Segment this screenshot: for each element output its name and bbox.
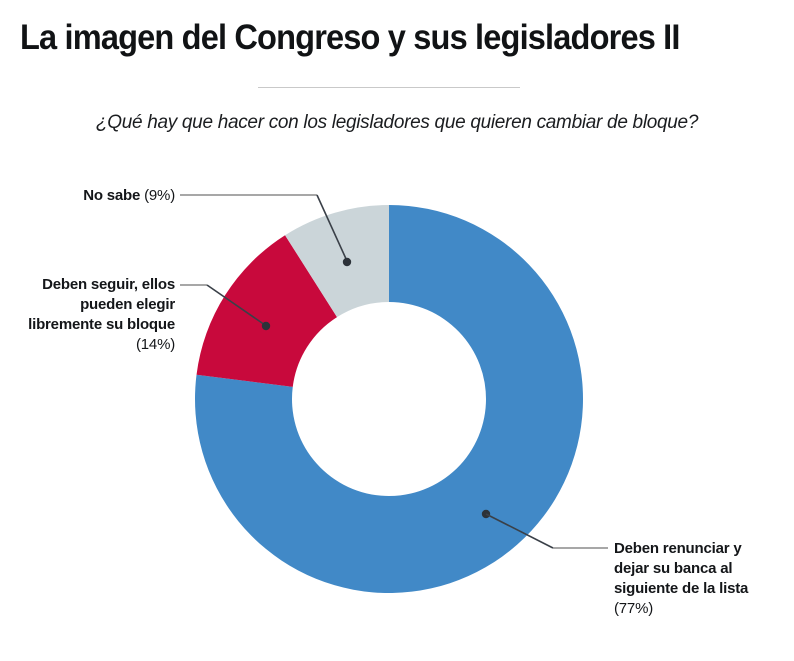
callout-renunciar-line1: Deben renunciar y <box>614 540 742 557</box>
donut-slice-seguir[interactable] <box>196 235 338 387</box>
donut-slice-renunciar[interactable] <box>195 205 584 593</box>
leader-line-seguir <box>180 284 271 331</box>
callout-label-seguir: Deben seguir, ellos pueden elegir librem… <box>0 275 175 355</box>
leader-line-nosabe <box>180 194 352 267</box>
callout-label-nosabe: No sabe (9%) <box>0 186 175 206</box>
callout-nosabe-text: No sabe <box>83 187 145 204</box>
callout-seguir-line2: pueden elegir <box>80 296 175 313</box>
callout-seguir-line3: libremente su bloque <box>28 316 175 333</box>
callout-seguir-pct: (14%) <box>135 336 175 353</box>
page-title: La imagen del Congreso y sus legisladore… <box>20 18 680 57</box>
leader-line-renunciar <box>481 509 608 549</box>
callout-renunciar-pct: (77%) <box>614 600 654 617</box>
donut-slice-nosabe[interactable] <box>285 205 389 318</box>
chart-subtitle: ¿Qué hay que hacer con los legisladores … <box>95 112 699 133</box>
title-divider <box>258 87 520 88</box>
callout-renunciar-line3: siguiente de la lista <box>614 580 749 597</box>
callout-label-renunciar: Deben renunciar y dejar su banca al sigu… <box>614 539 794 619</box>
callout-nosabe-pct: (9%) <box>144 187 175 204</box>
callout-seguir-line1: Deben seguir, ellos <box>42 276 175 293</box>
callout-renunciar-line2: dejar su banca al <box>614 560 733 577</box>
